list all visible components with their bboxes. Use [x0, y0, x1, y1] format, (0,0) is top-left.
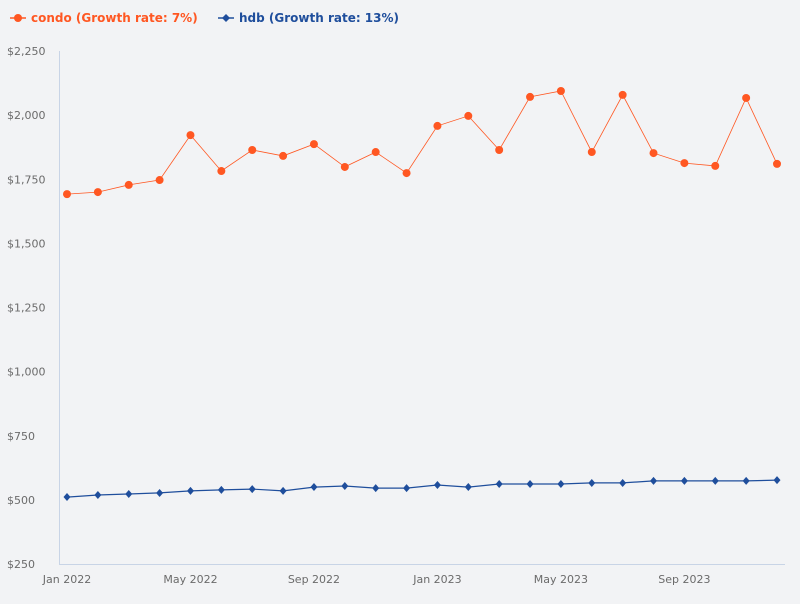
data-point[interactable]: [526, 479, 534, 488]
data-point[interactable]: [403, 484, 411, 493]
data-point[interactable]: [372, 484, 380, 493]
data-point[interactable]: [773, 476, 781, 485]
data-point[interactable]: [495, 479, 503, 488]
data-point[interactable]: [341, 482, 349, 491]
y-tick-label: $1,750: [7, 173, 46, 186]
data-point[interactable]: [94, 491, 102, 500]
x-tick-label: Sep 2022: [288, 573, 340, 586]
data-point[interactable]: [618, 90, 627, 99]
data-point[interactable]: [680, 159, 689, 168]
y-axis-ticks: $250 $500 $750 $1,000 $1,250 $1,500 $1,750 $2,0…: [7, 45, 46, 571]
data-point[interactable]: [773, 159, 781, 168]
data-point[interactable]: [156, 488, 164, 497]
legend-item-condo[interactable]: condo (Growth rate: 7%): [10, 11, 198, 25]
data-point[interactable]: [309, 140, 318, 149]
y-tick-label: $1,250: [7, 302, 46, 315]
legend-label-condo: condo (Growth rate: 7%): [31, 11, 198, 25]
legend-marker-hdb: [222, 14, 230, 22]
legend: condo (Growth rate: 7%) hdb (Growth rate…: [10, 11, 399, 25]
y-tick-label: $1,500: [7, 237, 46, 250]
series-condo: [63, 87, 781, 199]
data-point[interactable]: [464, 111, 473, 120]
data-point[interactable]: [711, 476, 719, 485]
data-point[interactable]: [619, 478, 627, 487]
x-tick-label: May 2022: [163, 573, 217, 586]
data-point[interactable]: [63, 493, 71, 502]
series-line: [66, 90, 778, 195]
data-point[interactable]: [186, 131, 195, 140]
data-point[interactable]: [680, 476, 688, 485]
x-tick-label: Sep 2023: [658, 573, 710, 586]
data-point[interactable]: [63, 190, 71, 199]
y-tick-label: $750: [7, 430, 35, 443]
series-line: [66, 479, 778, 498]
y-tick-label: $2,250: [7, 45, 46, 58]
data-point[interactable]: [279, 486, 287, 495]
y-tick-label: $2,000: [7, 109, 46, 122]
data-point[interactable]: [125, 489, 133, 498]
data-point[interactable]: [526, 92, 535, 101]
legend-marker-condo: [14, 14, 22, 22]
data-point[interactable]: [371, 148, 380, 157]
data-point[interactable]: [248, 485, 256, 494]
data-point[interactable]: [742, 476, 750, 485]
y-tick-label: $500: [7, 494, 35, 507]
data-point[interactable]: [402, 169, 411, 178]
series-group: [63, 87, 781, 502]
data-point[interactable]: [217, 485, 225, 494]
x-tick-label: Jan 2023: [412, 573, 461, 586]
x-tick-label: May 2023: [534, 573, 588, 586]
data-point[interactable]: [93, 188, 102, 197]
data-point[interactable]: [464, 483, 472, 492]
data-point[interactable]: [433, 480, 441, 489]
data-point[interactable]: [742, 93, 751, 102]
data-point[interactable]: [650, 476, 658, 485]
x-axis-ticks: Jan 2022 May 2022 Sep 2022 Jan 2023 May 2023…: [42, 573, 711, 586]
data-point[interactable]: [124, 180, 133, 189]
data-point[interactable]: [310, 483, 318, 492]
data-point[interactable]: [155, 176, 164, 185]
data-point[interactable]: [556, 87, 565, 96]
data-point[interactable]: [186, 486, 194, 495]
y-tick-label: $1,000: [7, 366, 46, 379]
data-point[interactable]: [588, 478, 596, 487]
data-point[interactable]: [217, 167, 226, 176]
data-point[interactable]: [279, 151, 288, 160]
legend-label-hdb: hdb (Growth rate: 13%): [239, 11, 399, 25]
data-point[interactable]: [711, 161, 720, 170]
series-hdb: [63, 476, 781, 502]
data-point[interactable]: [340, 162, 349, 171]
data-point[interactable]: [248, 146, 257, 155]
data-point[interactable]: [649, 149, 658, 158]
legend-item-hdb[interactable]: hdb (Growth rate: 13%): [218, 11, 399, 25]
data-point[interactable]: [433, 121, 442, 130]
x-tick-label: Jan 2022: [42, 573, 91, 586]
data-point[interactable]: [557, 479, 565, 488]
data-point[interactable]: [495, 146, 504, 155]
y-tick-label: $250: [7, 558, 35, 571]
data-point[interactable]: [587, 148, 596, 157]
